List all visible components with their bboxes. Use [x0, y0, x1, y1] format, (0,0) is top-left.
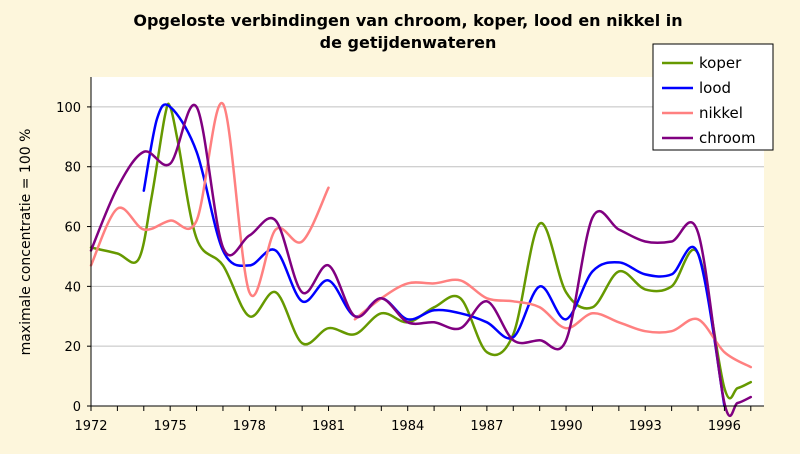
legend-label-koper: koper — [699, 54, 742, 72]
x-tick-label: 1978 — [233, 419, 266, 434]
chart-title: Opgeloste verbindingen van chroom, koper… — [133, 11, 682, 30]
chart-title-line2: de getijdenwateren — [320, 33, 497, 52]
y-tick-label: 100 — [56, 101, 81, 116]
x-ticks: 1972 1975 1978 1981 1984 1987 1990 1993 1996 — [74, 406, 752, 434]
x-tick-label: 1987 — [470, 419, 503, 434]
y-tick-label: 20 — [64, 340, 81, 355]
legend-box — [652, 43, 774, 151]
y-tick-label: 80 — [64, 161, 81, 176]
x-tick-label: 1975 — [154, 419, 187, 434]
x-tick-label: 1981 — [312, 419, 345, 434]
x-tick-label: 1990 — [550, 419, 583, 434]
legend-label-nikkel: nikkel — [699, 104, 743, 122]
gridlines — [91, 106, 764, 347]
x-tick-label: 1996 — [708, 419, 741, 434]
legend-items: koper lood nikkel chroom — [662, 54, 756, 147]
legend-label-lood: lood — [699, 79, 731, 97]
series-line-nikkel-2 — [353, 278, 753, 369]
legend: koper lood nikkel chroom — [652, 43, 774, 151]
y-tick-label: 60 — [64, 221, 81, 236]
series-line-chroom — [89, 103, 753, 417]
series-group — [89, 101, 753, 417]
y-axis-label: maximale concentratie = 100 % — [18, 129, 34, 356]
x-tick-label: 1993 — [629, 419, 662, 434]
y-ticks: 0 20 40 60 80 100 — [56, 101, 91, 415]
y-tick-label: 0 — [73, 400, 81, 415]
x-tick-label: 1972 — [74, 419, 107, 434]
y-tick-label: 40 — [64, 280, 81, 295]
x-tick-label: 1984 — [391, 419, 424, 434]
series-line-lood — [142, 103, 726, 408]
legend-label-chroom: chroom — [699, 129, 756, 147]
